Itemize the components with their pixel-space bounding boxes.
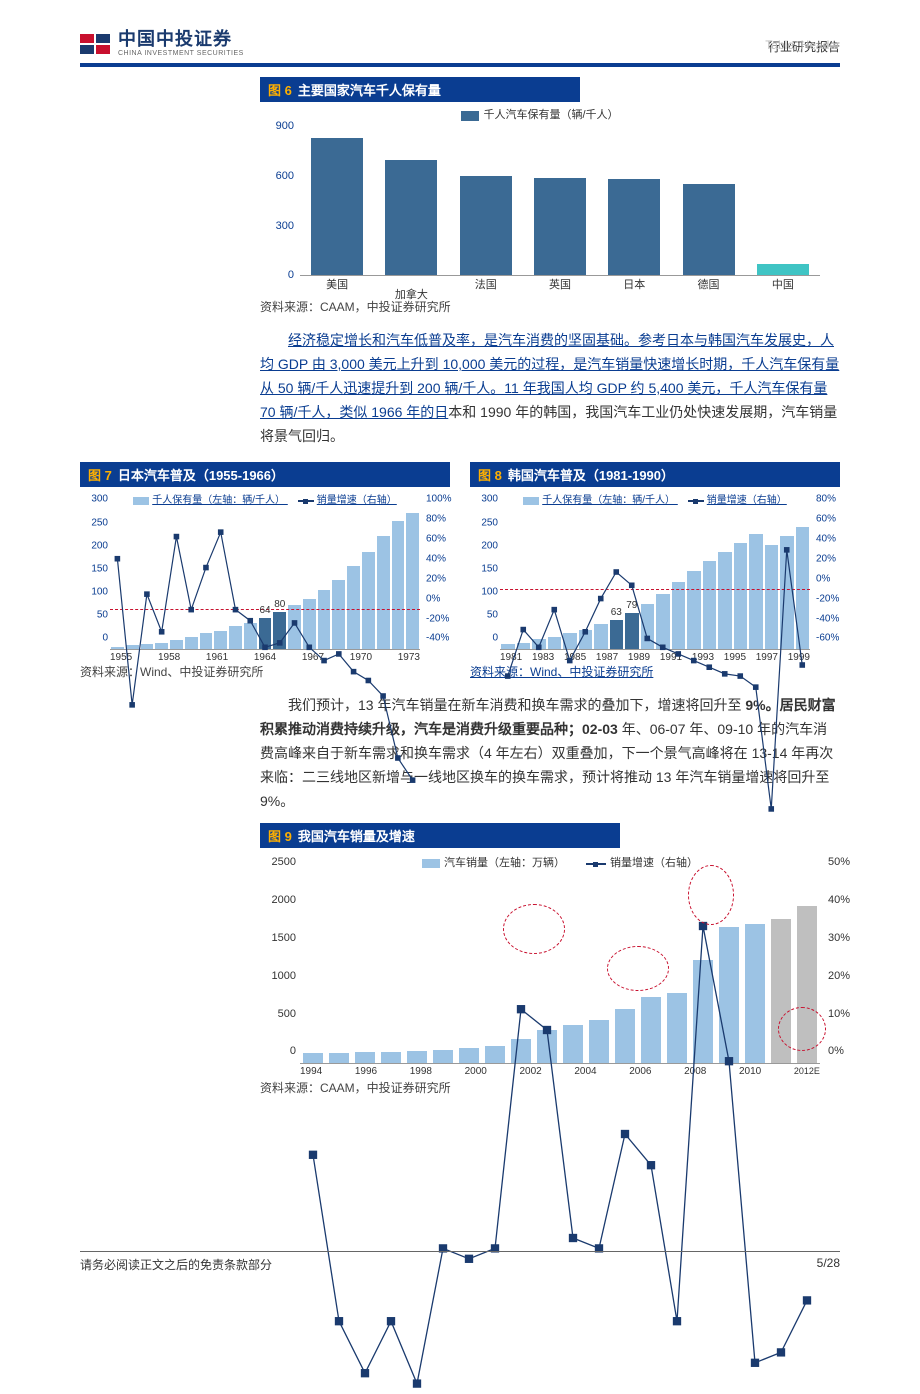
figure-6-x-axis: 美国加拿大法国英国日本德国中国 — [300, 276, 820, 292]
legend-line-swatch-icon — [586, 863, 606, 865]
figure-7-line — [110, 510, 420, 820]
figure-8-y-right: -60%-40%-20%0%20%40%60%80% — [816, 510, 844, 649]
logo-mark-icon — [80, 34, 110, 54]
logo-chinese-text: 中国中投证券 — [118, 30, 244, 50]
figure-9-y-left: 05001000150020002500 — [260, 874, 296, 1063]
highlight-circle — [688, 865, 734, 925]
figure-8-title-text: 韩国汽车普及（1981-1990） — [508, 468, 674, 483]
figure-7-title-text: 日本汽车普及（1955-1966） — [118, 468, 284, 483]
figure-7-legend-bar: 千人保有量（左轴：辆/千人） — [152, 495, 285, 506]
paragraph-1: 经济稳定增长和汽车低普及率，是汽车消费的坚固基础。参考日本与韩国汽车发展史，人均… — [260, 329, 840, 448]
legend-line-swatch-icon — [298, 500, 314, 502]
figure-7-number: 图 7 — [88, 468, 112, 483]
figure-6-title-text: 主要国家汽车千人保有量 — [298, 83, 441, 98]
legend-bar-swatch-icon — [133, 497, 149, 505]
figure-6-chart: 千人汽车保有量（辆/千人） 0300600900 美国加拿大法国英国日本德国中国 — [260, 106, 820, 292]
figure-6-source: 资料来源：CAAM，中投证券研究所 — [260, 298, 840, 315]
header-ghost-label: Table_Header — [765, 38, 840, 52]
legend-bar-swatch-icon — [422, 859, 440, 868]
page-content: 图 6 主要国家汽车千人保有量 千人汽车保有量（辆/千人） 0300600900 … — [0, 67, 920, 1096]
legend-line-swatch-icon — [688, 500, 704, 502]
highlight-circle — [778, 1007, 826, 1051]
figure-7-block: 图 7 日本汽车普及（1955-1966） 千人保有量（左轴：辆/千人） 销量增速… — [80, 462, 450, 680]
header-right-label: 行业研究报告 Table_Header — [768, 38, 840, 55]
figure-8-block: 图 8 韩国汽车普及（1981-1990） 千人保有量（左轴：辆/千人） 销量增速… — [470, 462, 840, 680]
figure-9-legend-bar: 汽车销量（左轴：万辆） — [444, 857, 565, 869]
figure-7-chart: 千人保有量（左轴：辆/千人） 销量增速（右轴） 0501001502002503… — [80, 491, 450, 661]
figure-7-y-right: -40%-20%0%20%40%60%80%100% — [426, 510, 454, 649]
bar — [608, 179, 660, 275]
figure-7-y-left: 050100150200250300 — [80, 510, 108, 649]
figure-8-chart: 千人保有量（左轴：辆/千人） 销量增速（右轴） 0501001502002503… — [470, 491, 840, 661]
logo-english-text: CHINA INVESTMENT SECURITIES — [118, 50, 244, 58]
figure-7-8-row: 图 7 日本汽车普及（1955-1966） 千人保有量（左轴：辆/千人） 销量增速… — [80, 462, 840, 680]
bar — [534, 178, 586, 276]
figure-7-title: 图 7 日本汽车普及（1955-1966） — [80, 462, 450, 487]
figure-9-block: 图 9 我国汽车销量及增速 汽车销量（左轴：万辆） 销量增速（右轴） 050010… — [260, 823, 840, 1096]
figure-9-line — [300, 874, 820, 1394]
figure-6-legend-text: 千人汽车保有量（辆/千人） — [483, 109, 618, 121]
highlight-circle — [503, 904, 565, 954]
figure-8-legend-bar: 千人保有量（左轴：辆/千人） — [542, 495, 675, 506]
figure-8-legend: 千人保有量（左轴：辆/千人） 销量增速（右轴） — [470, 491, 840, 506]
figure-9-title-text: 我国汽车销量及增速 — [298, 829, 415, 844]
figure-9-y-right: 0%10%20%30%40%50% — [828, 874, 864, 1063]
figure-6-legend: 千人汽车保有量（辆/千人） — [260, 106, 820, 122]
figure-7-legend: 千人保有量（左轴：辆/千人） 销量增速（右轴） — [80, 491, 450, 506]
page-footer: 请务必阅读正文之后的免责条款部分 5/28 — [80, 1251, 840, 1273]
legend-bar-swatch-icon — [523, 497, 539, 505]
figure-9-chart: 汽车销量（左轴：万辆） 销量增速（右轴） 0500100015002000250… — [260, 854, 860, 1077]
figure-9-legend-line: 销量增速（右轴） — [610, 857, 698, 869]
figure-6-block: 图 6 主要国家汽车千人保有量 千人汽车保有量（辆/千人） 0300600900 … — [260, 77, 840, 315]
bar — [757, 264, 809, 276]
page-header: 中国中投证券 CHINA INVESTMENT SECURITIES 行业研究报… — [0, 0, 920, 57]
bar — [311, 138, 363, 275]
figure-9-title: 图 9 我国汽车销量及增速 — [260, 823, 620, 848]
bar — [385, 160, 437, 276]
figure-6-title: 图 6 主要国家汽车千人保有量 — [260, 77, 580, 102]
figure-8-title: 图 8 韩国汽车普及（1981-1990） — [470, 462, 840, 487]
figure-8-number: 图 8 — [478, 468, 502, 483]
figure-7-legend-line: 销量增速（右轴） — [317, 495, 397, 506]
figure-9-legend: 汽车销量（左轴：万辆） 销量增速（右轴） — [260, 854, 860, 870]
legend-swatch-icon — [461, 111, 479, 121]
figure-8-line — [500, 510, 810, 820]
figure-6-y-axis: 0300600900 — [260, 126, 296, 275]
bar — [683, 184, 735, 275]
figure-8-y-left: 050100150200250300 — [470, 510, 498, 649]
figure-6-bars — [300, 126, 820, 275]
figure-9-number: 图 9 — [268, 829, 292, 844]
bar — [460, 176, 512, 275]
figure-6-number: 图 6 — [268, 83, 292, 98]
page-number: 5/28 — [817, 1256, 840, 1273]
company-logo: 中国中投证券 CHINA INVESTMENT SECURITIES — [80, 30, 244, 57]
figure-8-legend-line: 销量增速（右轴） — [707, 495, 787, 506]
footer-disclaimer: 请务必阅读正文之后的免责条款部分 — [80, 1256, 272, 1273]
